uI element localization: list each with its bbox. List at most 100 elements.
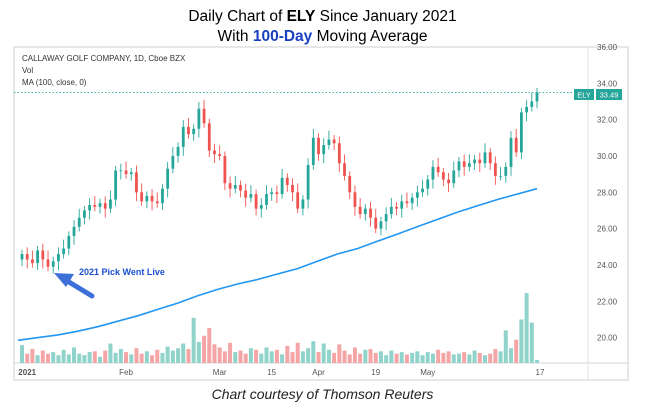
candle-body bbox=[291, 185, 294, 193]
candle-body bbox=[145, 195, 149, 202]
candle-body bbox=[181, 126, 185, 147]
candle-body bbox=[363, 208, 367, 215]
volume-bar bbox=[508, 348, 513, 363]
volume-bar bbox=[103, 350, 108, 363]
volume-bar bbox=[441, 352, 446, 363]
candle-body bbox=[270, 192, 274, 195]
candle-body bbox=[462, 161, 466, 167]
volume-bar bbox=[384, 355, 389, 363]
volume-bar bbox=[436, 349, 441, 363]
candle-body bbox=[36, 250, 40, 264]
volume-bar bbox=[306, 348, 311, 363]
candle-body bbox=[301, 199, 305, 209]
ma-period-highlight: 100-Day bbox=[252, 28, 313, 45]
y-tick-label: 26.00 bbox=[597, 225, 618, 234]
candle-body bbox=[509, 137, 513, 167]
candle-body bbox=[114, 170, 118, 200]
candle-body bbox=[296, 192, 300, 209]
volume-bar bbox=[207, 328, 212, 363]
candle-body bbox=[223, 155, 227, 184]
x-tick-label: Mar bbox=[213, 368, 227, 377]
volume-bar bbox=[72, 347, 77, 363]
volume-bar bbox=[160, 352, 165, 363]
volume-bar bbox=[462, 352, 467, 363]
volume-bar bbox=[238, 350, 243, 363]
volume-bar bbox=[46, 353, 51, 363]
volume-bar bbox=[524, 293, 529, 363]
volume-bar bbox=[228, 342, 233, 363]
volume-bar bbox=[373, 352, 378, 363]
candle-body bbox=[233, 185, 237, 189]
y-tick-label: 36.00 bbox=[597, 43, 618, 52]
volume-bar bbox=[56, 355, 61, 363]
volume-bar bbox=[274, 349, 279, 363]
volume-bar bbox=[35, 355, 40, 363]
candle-body bbox=[431, 166, 435, 180]
last-price-tag: ELY 33.49 bbox=[574, 89, 622, 100]
chart-title-line2: With 100-Day Moving Average bbox=[217, 28, 428, 45]
volume-bar bbox=[420, 355, 425, 363]
x-tick-label: May bbox=[420, 368, 435, 377]
volume-bar bbox=[332, 352, 337, 363]
volume-bar bbox=[535, 359, 539, 363]
candle-body bbox=[119, 170, 123, 172]
chart-title-line1: Daily Chart of ELY Since January 2021 bbox=[188, 8, 457, 25]
volume-bar bbox=[467, 354, 472, 363]
volume-bar bbox=[514, 339, 519, 363]
candle-body bbox=[140, 192, 144, 202]
volume-bar bbox=[150, 355, 155, 363]
candle-body bbox=[395, 206, 398, 209]
volume-bar bbox=[326, 349, 331, 363]
volume-bar bbox=[196, 342, 201, 363]
candle-body bbox=[343, 163, 346, 176]
candle-body bbox=[473, 159, 476, 164]
volume-bar bbox=[410, 352, 415, 363]
candle-body bbox=[369, 208, 372, 218]
x-tick-label: Apr bbox=[312, 368, 325, 377]
volume-bar bbox=[415, 351, 420, 363]
candle-body bbox=[379, 221, 383, 229]
volume-bar bbox=[191, 317, 196, 363]
candle-body bbox=[161, 188, 164, 204]
volume-bar bbox=[456, 353, 461, 363]
volume-bar bbox=[181, 343, 186, 363]
candle-body bbox=[519, 112, 523, 153]
candle-body bbox=[436, 166, 440, 173]
volume-bar bbox=[493, 349, 498, 363]
volume-bar bbox=[368, 349, 373, 363]
candle-body bbox=[77, 217, 81, 227]
volume-bar bbox=[425, 352, 430, 363]
volume-bar bbox=[451, 354, 456, 363]
candle-body bbox=[311, 137, 315, 166]
volume-bar bbox=[113, 352, 118, 363]
candle-body bbox=[306, 165, 310, 200]
volume-bars bbox=[20, 293, 539, 363]
candle-body bbox=[530, 101, 534, 107]
volume-bar bbox=[176, 348, 181, 363]
volume-bar bbox=[311, 341, 316, 363]
candle-body bbox=[109, 199, 112, 209]
candle-body bbox=[218, 154, 222, 156]
candle-body bbox=[244, 190, 248, 198]
candle-body bbox=[124, 170, 128, 175]
y-axis-labels: 36.00 34.00 32.00 30.00 28.00 26.00 24.00 22.00… bbox=[597, 43, 618, 343]
candle-body bbox=[72, 226, 76, 236]
vol-label: Vol bbox=[22, 66, 33, 75]
volume-bar bbox=[503, 330, 508, 363]
candle-body bbox=[441, 172, 445, 180]
candle-body bbox=[259, 205, 263, 209]
volume-bar bbox=[165, 346, 170, 363]
candle-body bbox=[197, 108, 201, 129]
volume-bar bbox=[378, 351, 383, 363]
y-tick-label: 30.00 bbox=[597, 152, 618, 161]
candle-body bbox=[525, 106, 528, 113]
volume-bar bbox=[363, 349, 368, 363]
volume-bar bbox=[477, 352, 482, 363]
volume-bar bbox=[139, 353, 144, 363]
candle-body bbox=[400, 201, 404, 209]
volume-bar bbox=[40, 350, 45, 363]
x-tick-label: 19 bbox=[371, 368, 380, 377]
candle-body bbox=[135, 172, 138, 193]
volume-bar bbox=[186, 349, 191, 363]
candle-body bbox=[239, 185, 242, 191]
